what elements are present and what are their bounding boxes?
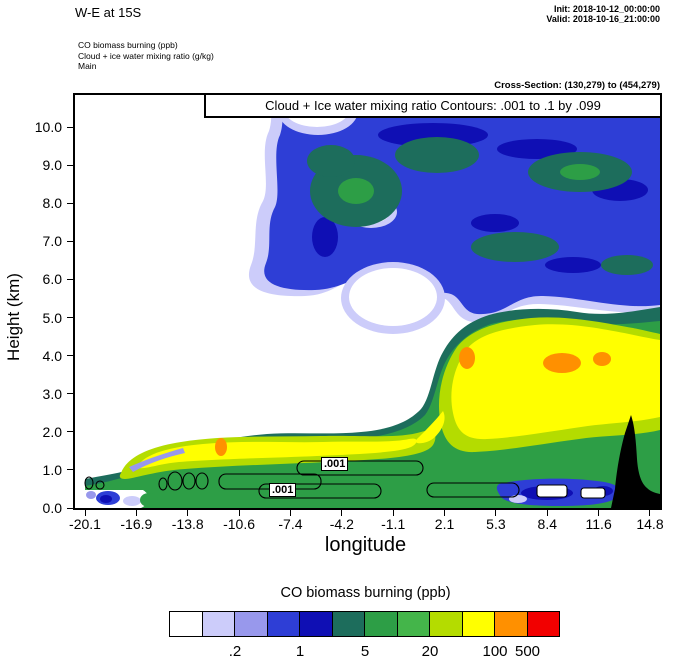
y-axis-tick: [67, 126, 73, 128]
y-axis-tick: [67, 202, 73, 204]
colorbar-title: CO biomass burning (ppb): [280, 585, 451, 601]
x-axis-tick-label: -16.9: [120, 516, 153, 532]
x-axis-tick: [84, 510, 86, 516]
x-axis-tick: [392, 510, 394, 516]
layer-line-main: Main: [78, 61, 97, 71]
colorbar-cell-11: [526, 611, 560, 637]
colorbar-tick-label: 20: [421, 643, 439, 660]
contour-plot-canvas: [75, 95, 660, 508]
colorbar-cell-4: [299, 611, 333, 637]
x-axis-title: longitude: [324, 534, 407, 556]
x-axis-tick-label: 8.4: [537, 516, 557, 532]
colorbar-cell-2: [234, 611, 268, 637]
page-title: W-E at 15S: [75, 5, 142, 20]
contour-value-label: .001: [269, 483, 297, 497]
x-axis-tick: [187, 510, 189, 516]
co-shaded-field: [75, 95, 660, 508]
colorbar-cell-10: [494, 611, 528, 637]
x-axis-tick: [444, 510, 446, 516]
layer-line-cloud: Cloud + ice water mixing ratio (g/kg): [78, 50, 214, 61]
colorbar-cell-7: [396, 611, 430, 637]
colorbar-cell-8: [429, 611, 463, 637]
y-axis-tick: [67, 240, 73, 242]
cross-section-coords: Cross-Section: (130,279) to (454,279): [494, 80, 660, 91]
x-axis-tick-label: 14.8: [636, 516, 664, 532]
colorbar-tick-label: 5: [360, 643, 370, 660]
plot-area: Cloud + Ice water mixing ratio Contours:…: [73, 93, 662, 510]
contour-legend-title: Cloud + Ice water mixing ratio Contours:…: [204, 95, 660, 118]
x-axis-tick: [649, 510, 651, 516]
y-axis-tick-label: 10.0: [34, 119, 62, 135]
y-axis-tick: [67, 469, 73, 471]
x-axis-tick-label: -7.4: [278, 516, 303, 532]
colorbar: [169, 611, 560, 637]
init-timestamp: Init: 2018-10-12_00:00:00: [553, 4, 660, 14]
y-axis-tick-label: 2.0: [42, 423, 62, 440]
y-axis-tick-label: 1.0: [42, 461, 62, 478]
x-axis-tick: [341, 510, 343, 516]
colorbar-cell-1: [201, 611, 235, 637]
x-axis-tick-label: -1.1: [381, 516, 406, 532]
contour-value-label: .001: [321, 457, 349, 471]
y-axis-tick: [67, 278, 73, 280]
y-axis-tick: [67, 317, 73, 318]
x-axis-tick: [495, 510, 497, 516]
x-axis-tick-label: 2.1: [434, 516, 455, 532]
colorbar-tick-label: 1: [295, 643, 305, 660]
colorbar-cell-6: [364, 611, 398, 637]
x-axis-tick: [135, 510, 137, 516]
x-axis-tick-label: -4.2: [329, 516, 354, 532]
x-axis-tick: [546, 510, 548, 516]
colorbar-cell-5: [331, 611, 365, 637]
y-axis-tick-label: 3.0: [42, 385, 62, 402]
y-axis-tick: [67, 507, 73, 509]
x-axis-tick: [289, 510, 291, 516]
x-axis-tick: [598, 510, 600, 516]
terrain-mask: [611, 415, 660, 508]
layer-line-co: CO biomass burning (ppb): [78, 40, 178, 50]
colorbar-cell-3: [266, 611, 300, 637]
colorbar-tick-label: 100: [482, 643, 508, 660]
colorbar-cell-9: [461, 611, 495, 637]
layer-info: CO biomass burning (ppb) Cloud + ice wat…: [78, 40, 214, 72]
y-axis-tick-label: 7.0: [42, 233, 62, 250]
cloud-contour-lines: [84, 460, 606, 499]
y-axis-tick: [67, 431, 73, 433]
y-axis-tick-label: 6.0: [42, 271, 62, 288]
y-axis-tick-label: 4.0: [42, 347, 62, 364]
y-axis-tick-label: 5.0: [42, 309, 62, 326]
x-axis-tick-label: -13.8: [171, 516, 204, 532]
y-axis-tick-label: 9.0: [42, 157, 62, 174]
y-axis-tick-label: 0.0: [42, 500, 62, 516]
y-axis-tick-label: 8.0: [42, 195, 62, 212]
x-axis-tick: [238, 510, 240, 516]
x-axis-tick-label: 5.3: [486, 516, 506, 532]
x-axis-tick-label: -10.6: [223, 516, 256, 532]
y-axis-tick: [67, 355, 73, 357]
colorbar-cell-0: [169, 611, 203, 637]
colorbar-tick-label: .2: [228, 643, 242, 660]
y-axis-tick: [67, 393, 73, 395]
valid-timestamp: Valid: 2018-10-16_21:00:00: [546, 14, 660, 24]
x-axis-tick-label: 11.6: [585, 516, 612, 532]
colorbar-tick-label: 500: [514, 643, 541, 660]
y-axis-tick: [67, 164, 73, 166]
x-axis-tick-label: -20.1: [69, 516, 101, 532]
